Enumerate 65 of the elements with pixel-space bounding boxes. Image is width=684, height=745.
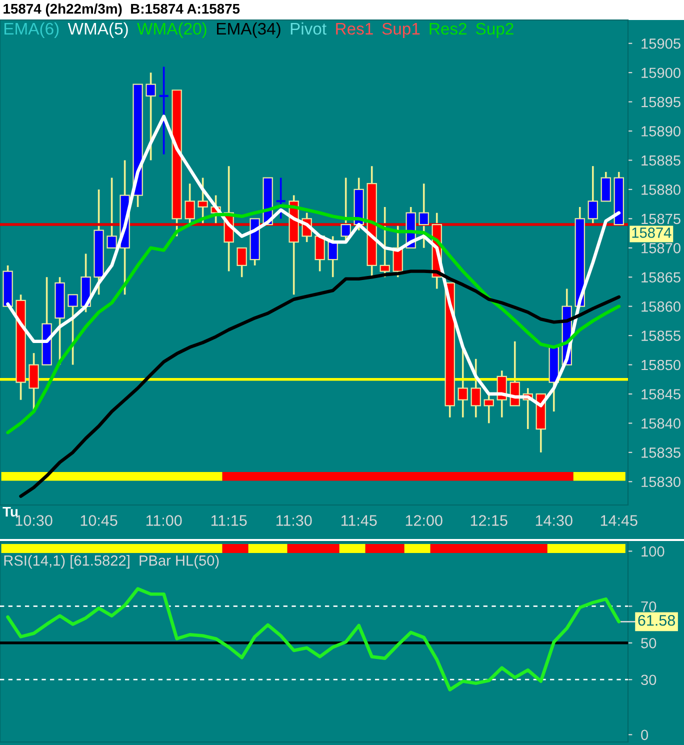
candlestick — [158, 66, 170, 156]
y-tick-label: 15835 — [642, 448, 680, 458]
candlestick — [600, 171, 611, 202]
candlestick — [340, 176, 351, 243]
text: EMA(34) — [217, 22, 280, 38]
x-tick-label: 11:30 — [276, 515, 312, 526]
annotation: EMA(6) — [4, 22, 59, 38]
annotation: Sup1 — [382, 22, 420, 38]
y-tick-label: 70 — [641, 601, 656, 612]
line-series — [19, 270, 621, 498]
chart-title: 15874 (2h22m/3m) B:15874 A:15875 — [4, 4, 240, 16]
y-tick-label: 15895 — [642, 96, 680, 108]
data-label: 61.58 — [638, 614, 675, 626]
y-tick-label: 15900 — [642, 68, 680, 78]
x-tick-label: 11:00 — [146, 515, 182, 526]
y-tick-label: 15855 — [642, 330, 680, 341]
x-tick-label: 10:30 — [16, 515, 52, 526]
y-tick-label: 30 — [641, 674, 656, 686]
candlestick — [328, 235, 338, 278]
candlestick — [470, 358, 481, 418]
candlestick — [314, 235, 325, 272]
candlestick — [418, 182, 429, 249]
y-tick-label: 100 — [642, 546, 664, 557]
y-tick-label: 15870 — [642, 242, 680, 254]
y-tick-label: 15885 — [642, 155, 680, 166]
y-tick-label: 15830 — [642, 476, 680, 488]
y-tick-label: 15890 — [642, 126, 680, 136]
text: Tu — [2, 506, 18, 517]
x-tick-label: 12:00 — [406, 515, 442, 526]
candlestick — [68, 294, 78, 366]
candlestick — [106, 176, 117, 249]
candlestick — [198, 176, 208, 226]
candlestick — [484, 393, 494, 424]
candlestick — [380, 206, 390, 278]
candlestick — [146, 72, 156, 162]
y-tick-label: 15880 — [642, 184, 680, 195]
x-tick-label: 11:45 — [341, 515, 377, 526]
annotation: Pivot — [290, 22, 326, 35]
candlestick — [184, 182, 195, 226]
line-series — [6, 587, 621, 692]
x-tick-label: 11:15 — [211, 515, 247, 526]
x-tick-label: 12:15 — [470, 515, 508, 526]
y-tick-label: 0 — [641, 730, 648, 740]
x-tick-label: 14:45 — [600, 515, 638, 526]
annotation: Res2 — [430, 22, 466, 35]
candlestick — [275, 176, 286, 220]
line-series — [6, 204, 621, 434]
text: WMA(20) — [137, 22, 206, 38]
y-tick-label: 15905 — [642, 38, 680, 49]
y-tick-label: 15875 — [642, 214, 680, 224]
x-tick-label: 10:45 — [80, 515, 118, 526]
candlestick — [236, 246, 247, 278]
text: RSI(14,1) [61.5822] PBar HL(50) — [4, 555, 219, 569]
y-tick-label: 15840 — [642, 418, 680, 429]
y-tick-label: 15845 — [642, 389, 680, 400]
candlestick — [588, 165, 598, 226]
annotation: Res1 — [336, 23, 373, 35]
annotation: Sup2 — [476, 22, 514, 38]
y-tick-label: 15850 — [642, 360, 680, 370]
text: WMA(5) — [68, 22, 128, 38]
y-tick-label: 50 — [641, 638, 656, 648]
y-tick-label: 15865 — [642, 272, 680, 283]
x-tick-label: 14:30 — [536, 515, 572, 526]
y-tick-label: 15860 — [642, 301, 680, 312]
ref-line-label: 15874 — [632, 228, 672, 238]
